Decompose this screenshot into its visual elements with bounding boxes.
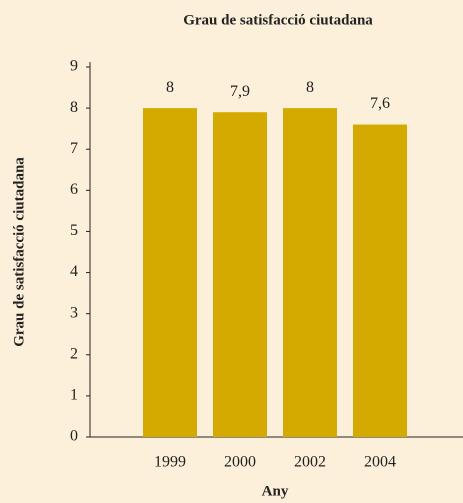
bar (283, 108, 337, 437)
y-tick-label: 2 (70, 345, 78, 362)
value-label: 8 (306, 79, 314, 96)
x-tick-label: 2002 (294, 454, 326, 471)
y-axis-label: Grau de satisfacció ciutadana (11, 157, 27, 347)
y-tick-label: 3 (70, 304, 78, 321)
chart-title: Grau de satisfacció ciutadana (183, 12, 373, 28)
y-tick-label: 5 (70, 222, 78, 239)
bar (213, 112, 267, 437)
y-tick-label: 1 (70, 387, 78, 404)
y-tick-label: 6 (70, 181, 78, 198)
value-label: 7,9 (230, 83, 250, 100)
x-tick-label: 1999 (154, 454, 186, 471)
y-tick-label: 0 (70, 428, 78, 445)
value-label: 8 (166, 79, 174, 96)
x-tick-label: 2000 (224, 454, 256, 471)
x-tick-label: 2004 (364, 454, 396, 471)
y-tick-label: 8 (70, 99, 78, 116)
value-label: 7,6 (370, 95, 390, 112)
y-tick-label: 9 (70, 58, 78, 75)
bar (353, 124, 407, 438)
y-tick-label: 4 (70, 263, 78, 280)
y-tick-label: 7 (70, 140, 78, 157)
bar (143, 108, 197, 437)
x-axis-label: Any (262, 483, 289, 499)
